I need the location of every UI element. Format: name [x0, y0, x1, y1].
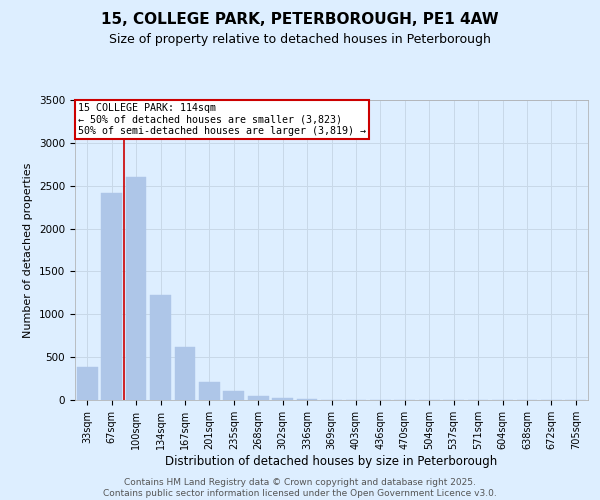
Bar — [272, 398, 293, 400]
Text: 15 COLLEGE PARK: 114sqm
← 50% of detached houses are smaller (3,823)
50% of semi: 15 COLLEGE PARK: 114sqm ← 50% of detache… — [77, 103, 365, 136]
X-axis label: Distribution of detached houses by size in Peterborough: Distribution of detached houses by size … — [166, 454, 497, 468]
Text: Contains HM Land Registry data © Crown copyright and database right 2025.
Contai: Contains HM Land Registry data © Crown c… — [103, 478, 497, 498]
Text: Size of property relative to detached houses in Peterborough: Size of property relative to detached ho… — [109, 32, 491, 46]
Y-axis label: Number of detached properties: Number of detached properties — [23, 162, 34, 338]
Text: 15, COLLEGE PARK, PETERBOROUGH, PE1 4AW: 15, COLLEGE PARK, PETERBOROUGH, PE1 4AW — [101, 12, 499, 28]
Bar — [150, 294, 171, 400]
Bar — [125, 177, 146, 400]
Bar — [101, 192, 122, 400]
Bar — [223, 392, 244, 400]
Bar — [199, 382, 220, 400]
Bar — [77, 366, 98, 400]
Bar — [296, 399, 317, 400]
Bar — [175, 347, 196, 400]
Bar — [248, 396, 269, 400]
